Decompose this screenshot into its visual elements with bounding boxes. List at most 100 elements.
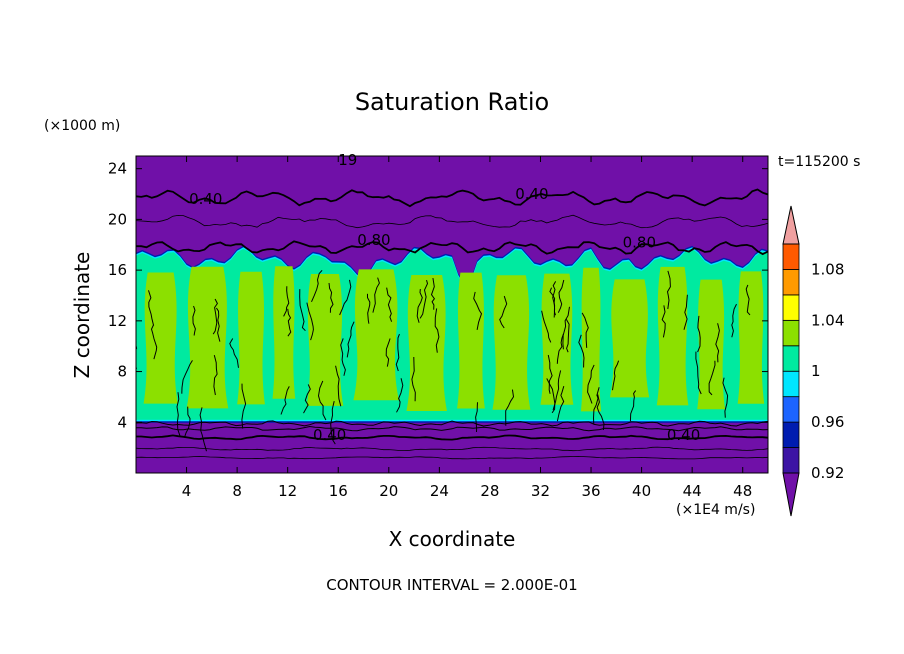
contour-squiggle-58 <box>229 338 239 368</box>
contour-squiggle-48 <box>430 277 436 310</box>
contour-label-2: 0.80 <box>357 231 390 249</box>
contour-squiggle-2 <box>565 319 570 353</box>
lime-column-3 <box>272 266 296 399</box>
contour-squiggle-28 <box>722 377 729 418</box>
colorbar-label: 1.08 <box>811 260 844 278</box>
x-tick-label: 40 <box>632 482 651 500</box>
x-tick-label: 48 <box>733 482 752 500</box>
colorbar-arrow-top <box>782 205 800 245</box>
lime-column-2 <box>237 271 265 405</box>
colorbar-box-1 <box>782 421 800 448</box>
contour-label-1: 0.40 <box>515 185 548 203</box>
contour-squiggle-0 <box>552 370 562 411</box>
contour-squiggle-22 <box>666 270 671 310</box>
x-axis-label: X coordinate <box>388 527 516 551</box>
x-tick-label: 24 <box>430 482 449 500</box>
contour-squiggle-9 <box>411 356 416 402</box>
contour-squiggle-61 <box>192 305 196 336</box>
lime-column-6 <box>406 275 447 411</box>
colorbar-label: 1 <box>811 362 821 380</box>
contour-squiggle-23 <box>505 389 515 426</box>
contour-squiggle-57 <box>419 279 429 319</box>
contour-squiggle-43 <box>549 287 556 318</box>
contour-squiggle-46 <box>541 310 552 343</box>
contour-squiggle-1 <box>283 286 290 317</box>
contour-squiggle-3 <box>306 302 314 341</box>
colorbar-label: 0.92 <box>811 464 844 482</box>
contour-squiggle-62 <box>499 295 508 329</box>
lime-column-13 <box>697 279 726 410</box>
lime-column-1 <box>186 266 229 409</box>
contour-squiggle-27 <box>587 364 595 404</box>
contour-squiggle-69 <box>546 378 556 414</box>
y-tick-label: 8 <box>117 363 127 381</box>
lime-column-10 <box>580 267 602 412</box>
y-tick-label: 20 <box>108 210 127 228</box>
contour-lower-3 <box>136 446 768 452</box>
x-tick-label: 16 <box>329 482 348 500</box>
chart-title: Saturation Ratio <box>354 88 550 116</box>
contour-squiggle-13 <box>328 282 334 313</box>
colorbar-box-6 <box>782 294 800 321</box>
contour-squiggle-55 <box>683 294 688 330</box>
contour-squiggle-52 <box>708 360 716 396</box>
contour-squiggle-15 <box>216 307 221 342</box>
contour-lower-1 <box>136 420 768 427</box>
contour-lower-2 <box>136 425 768 432</box>
y-tick-label: 24 <box>108 160 127 178</box>
colorbar-arrow-bottom <box>782 472 800 517</box>
colorbar-box-3 <box>782 370 800 398</box>
contour-squiggle-25 <box>697 315 701 353</box>
contour-squiggle-60 <box>199 407 207 452</box>
contour-squiggle-42 <box>612 360 620 391</box>
x-tick-label: 4 <box>182 482 192 500</box>
contour-0.60-upper <box>136 214 768 229</box>
contour-squiggle-64 <box>148 290 155 326</box>
lime-column-0 <box>143 272 178 404</box>
contour-squiggle-51 <box>434 308 440 353</box>
contour-interval-label: CONTOUR INTERVAL = 2.000E-01 <box>326 576 578 594</box>
lime-column-11 <box>610 279 650 398</box>
contour-squiggle-30 <box>287 308 292 337</box>
contour-squiggle-65 <box>596 394 605 431</box>
x-tick-label: 8 <box>232 482 242 500</box>
contour-squiggle-37 <box>340 338 346 376</box>
contour-lower-4 <box>136 455 768 460</box>
lime-column-7 <box>457 272 485 409</box>
contour-squiggle-8 <box>339 279 352 316</box>
contour-squiggle-33 <box>745 284 751 316</box>
contour-squiggle-31 <box>311 269 323 303</box>
contour-squiggle-12 <box>556 385 565 422</box>
contour-squiggle-34 <box>335 365 342 407</box>
colorbar-box-7 <box>782 269 800 296</box>
contour-0.40-upper <box>136 188 768 208</box>
contour-label-6: 19 <box>338 151 357 169</box>
contour-squiggle-53 <box>395 333 400 372</box>
colorbar-box-2 <box>782 396 800 423</box>
contour-squiggle-11 <box>547 354 553 394</box>
x-axis-unit: (×1E4 m/s) <box>676 502 756 518</box>
x-tick-label: 12 <box>278 482 297 500</box>
lime-column-4 <box>306 274 344 406</box>
time-label: t=115200 s <box>778 154 861 170</box>
contour-squiggle-66 <box>366 293 371 324</box>
field-group <box>136 156 768 473</box>
colorbar-box-8 <box>782 243 800 270</box>
contour-squiggle-10 <box>695 351 702 395</box>
contour-squiggle-18 <box>213 355 218 396</box>
colorbar-box-5 <box>782 319 800 347</box>
contour-squiggle-49 <box>731 303 737 338</box>
contour-squiggle-39 <box>386 287 393 322</box>
contour-squiggle-5 <box>212 298 218 335</box>
contour-squiggle-67 <box>303 384 311 414</box>
contour-squiggle-29 <box>346 321 355 358</box>
contour-squiggle-45 <box>557 279 565 313</box>
contour-label-0: 0.40 <box>189 190 222 208</box>
contour-squiggle-14 <box>385 338 391 367</box>
lime-column-9 <box>540 273 574 405</box>
plot-frame <box>135 155 769 474</box>
contour-squiggle-44 <box>241 383 247 429</box>
colorbar-box-0 <box>782 447 800 474</box>
contour-squiggle-17 <box>715 323 720 363</box>
